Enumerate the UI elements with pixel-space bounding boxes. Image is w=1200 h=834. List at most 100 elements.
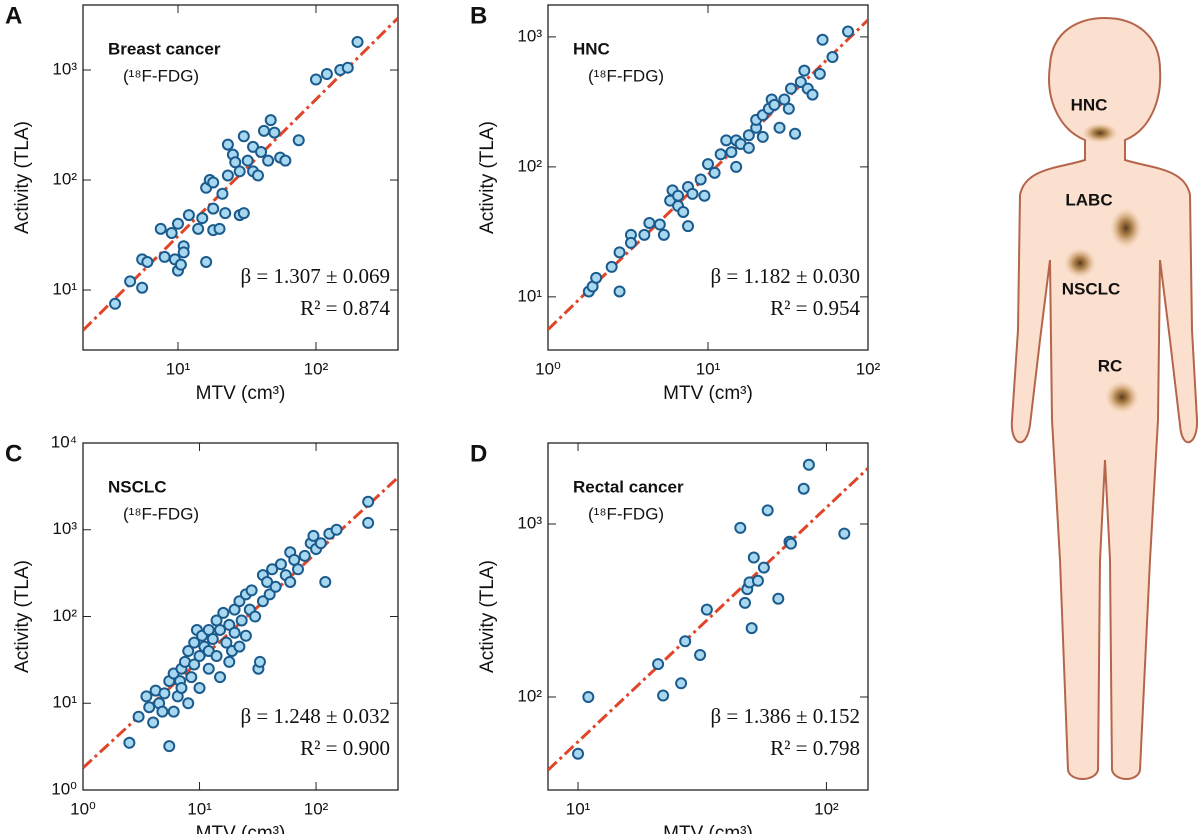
organ-label: NSCLC: [1062, 279, 1121, 298]
point: [826, 51, 839, 64]
x-axis-label: MTV (cm³): [196, 383, 286, 404]
x-tick-label: 10²: [304, 799, 329, 818]
point: [185, 671, 198, 684]
point: [761, 504, 774, 517]
panel-title: Rectal cancer: [573, 477, 684, 496]
point: [229, 156, 242, 169]
point: [216, 187, 229, 200]
points: [109, 35, 364, 310]
point: [223, 655, 236, 668]
point: [220, 636, 233, 649]
point: [182, 645, 195, 658]
point: [773, 121, 786, 134]
point: [330, 523, 343, 536]
y-tick-label: 10²: [517, 156, 542, 175]
point: [686, 187, 699, 200]
point: [725, 146, 738, 159]
point: [653, 218, 666, 231]
point: [266, 563, 279, 576]
point: [251, 169, 264, 182]
x-tick-label: 10¹: [696, 359, 721, 378]
point: [217, 606, 230, 619]
point: [182, 697, 195, 710]
point: [158, 250, 171, 263]
point: [309, 73, 322, 86]
panel-subtitle: (¹⁸F-FDG): [588, 504, 664, 523]
point: [207, 202, 220, 215]
point: [158, 687, 171, 700]
point: [175, 681, 188, 694]
x-axis-label: MTV (cm³): [663, 823, 753, 834]
point: [757, 561, 770, 574]
point: [362, 495, 375, 508]
y-tick-label: 10²: [52, 606, 77, 625]
point: [700, 603, 713, 616]
point: [245, 584, 258, 597]
point: [255, 145, 268, 158]
point: [682, 220, 695, 233]
annotation: β = 1.307 ± 0.069: [240, 264, 390, 288]
point: [177, 246, 190, 259]
point: [643, 217, 656, 230]
tumor-labc: [1110, 208, 1142, 248]
point: [292, 134, 305, 147]
point: [782, 102, 795, 115]
point: [677, 205, 690, 218]
panel: 10⁰ 10¹ 10² 10⁰ 10¹ 10² 10³ 10⁴ C NSCLC (¹⁸F-FDG) β…: [5, 432, 399, 834]
y-tick-label: 10³: [52, 519, 77, 538]
point: [192, 222, 205, 235]
points: [572, 458, 851, 760]
point: [156, 705, 169, 718]
organ-label: LABC: [1065, 190, 1112, 209]
point: [341, 61, 354, 74]
point: [213, 222, 226, 235]
panel-label: C: [5, 440, 22, 467]
point: [784, 82, 797, 95]
point: [797, 482, 810, 495]
y-axis-label: Activity (TLA): [477, 121, 498, 234]
point: [163, 740, 176, 753]
point: [768, 98, 781, 111]
point: [772, 592, 785, 605]
y-tick-label: 10³: [52, 60, 77, 79]
x-tick-label: 10¹: [166, 359, 191, 378]
point: [123, 736, 136, 749]
panel-title: HNC: [573, 39, 610, 58]
point: [842, 25, 855, 38]
x-tick-label: 10⁰: [535, 359, 561, 378]
x-tick-label: 10¹: [187, 799, 212, 818]
point: [174, 258, 187, 271]
point: [298, 549, 311, 562]
point: [756, 130, 769, 143]
annotation: R² = 0.900: [300, 736, 390, 760]
point: [182, 209, 195, 222]
point: [219, 207, 232, 220]
point: [257, 124, 270, 137]
point: [572, 747, 585, 760]
point: [109, 297, 122, 310]
organ-label: HNC: [1071, 95, 1108, 114]
point: [624, 236, 637, 249]
point: [214, 623, 227, 636]
point: [708, 166, 721, 179]
panel: 10⁰ 10¹ 10² 10¹ 10² 10³ B HNC (¹⁸F-FDG) β = 1.182…: [470, 2, 881, 404]
body-diagram: HNC LABC NSCLC RC: [1010, 16, 1199, 780]
point: [314, 537, 327, 550]
point: [207, 176, 220, 189]
point: [734, 521, 747, 534]
x-tick-label: 10¹: [566, 799, 591, 818]
point: [237, 130, 250, 143]
point: [291, 563, 304, 576]
point: [694, 648, 707, 661]
panel-subtitle: (¹⁸F-FDG): [123, 66, 199, 85]
point: [742, 141, 755, 154]
point: [188, 658, 201, 671]
point: [141, 255, 154, 268]
fit-line: [548, 467, 868, 772]
point: [582, 691, 595, 704]
point: [233, 165, 246, 178]
point: [274, 558, 287, 571]
point: [694, 173, 707, 186]
point: [253, 655, 266, 668]
